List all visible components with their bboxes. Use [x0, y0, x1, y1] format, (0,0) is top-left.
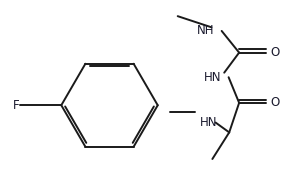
Text: NH: NH [197, 24, 214, 37]
Text: HN: HN [199, 116, 217, 129]
Text: HN: HN [204, 71, 221, 84]
Text: O: O [271, 46, 280, 59]
Text: O: O [271, 96, 280, 109]
Text: F: F [13, 99, 20, 112]
